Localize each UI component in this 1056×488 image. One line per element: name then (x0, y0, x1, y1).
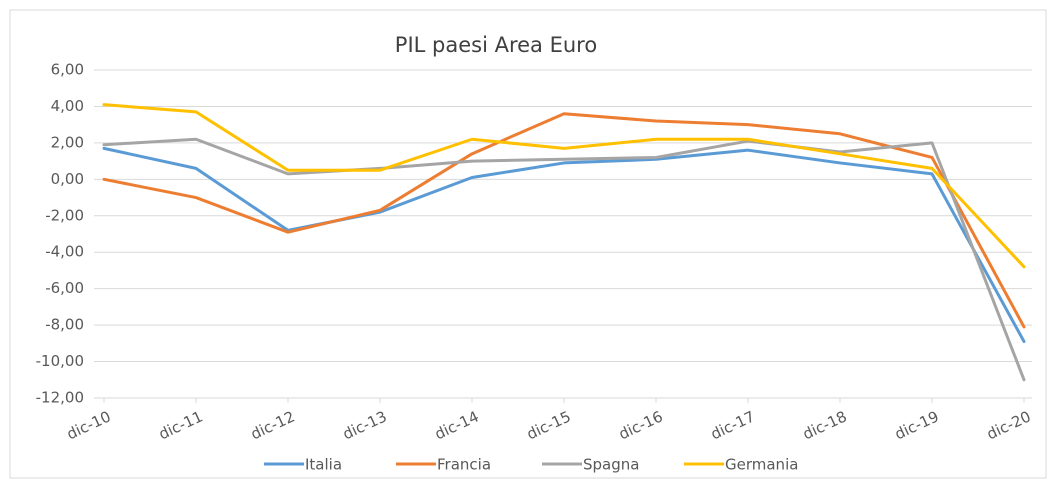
y-tick-label: 4,00 (51, 97, 84, 115)
legend-label: Germania (725, 456, 798, 474)
y-tick-label: -2,00 (45, 206, 84, 224)
y-tick-label: -8,00 (45, 316, 84, 334)
legend-label: Francia (437, 456, 491, 474)
line-series (102, 137, 1026, 382)
y-tick-label: 2,00 (51, 133, 84, 151)
y-tick-label: -10,00 (36, 352, 84, 370)
y-tick-label: 0,00 (51, 170, 84, 188)
line-series (102, 103, 1026, 269)
legend-label: Italia (305, 456, 342, 474)
y-tick-label: -6,00 (45, 279, 84, 297)
y-tick-label: -12,00 (36, 389, 84, 407)
line-series (102, 146, 1026, 344)
chart-border (9, 9, 1047, 479)
y-tick-label: 6,00 (51, 61, 84, 79)
legend-label: Spagna (583, 456, 639, 474)
line-series (102, 112, 1026, 329)
y-tick-label: -4,00 (45, 243, 84, 261)
chart-title: PIL paesi Area Euro (395, 33, 597, 57)
